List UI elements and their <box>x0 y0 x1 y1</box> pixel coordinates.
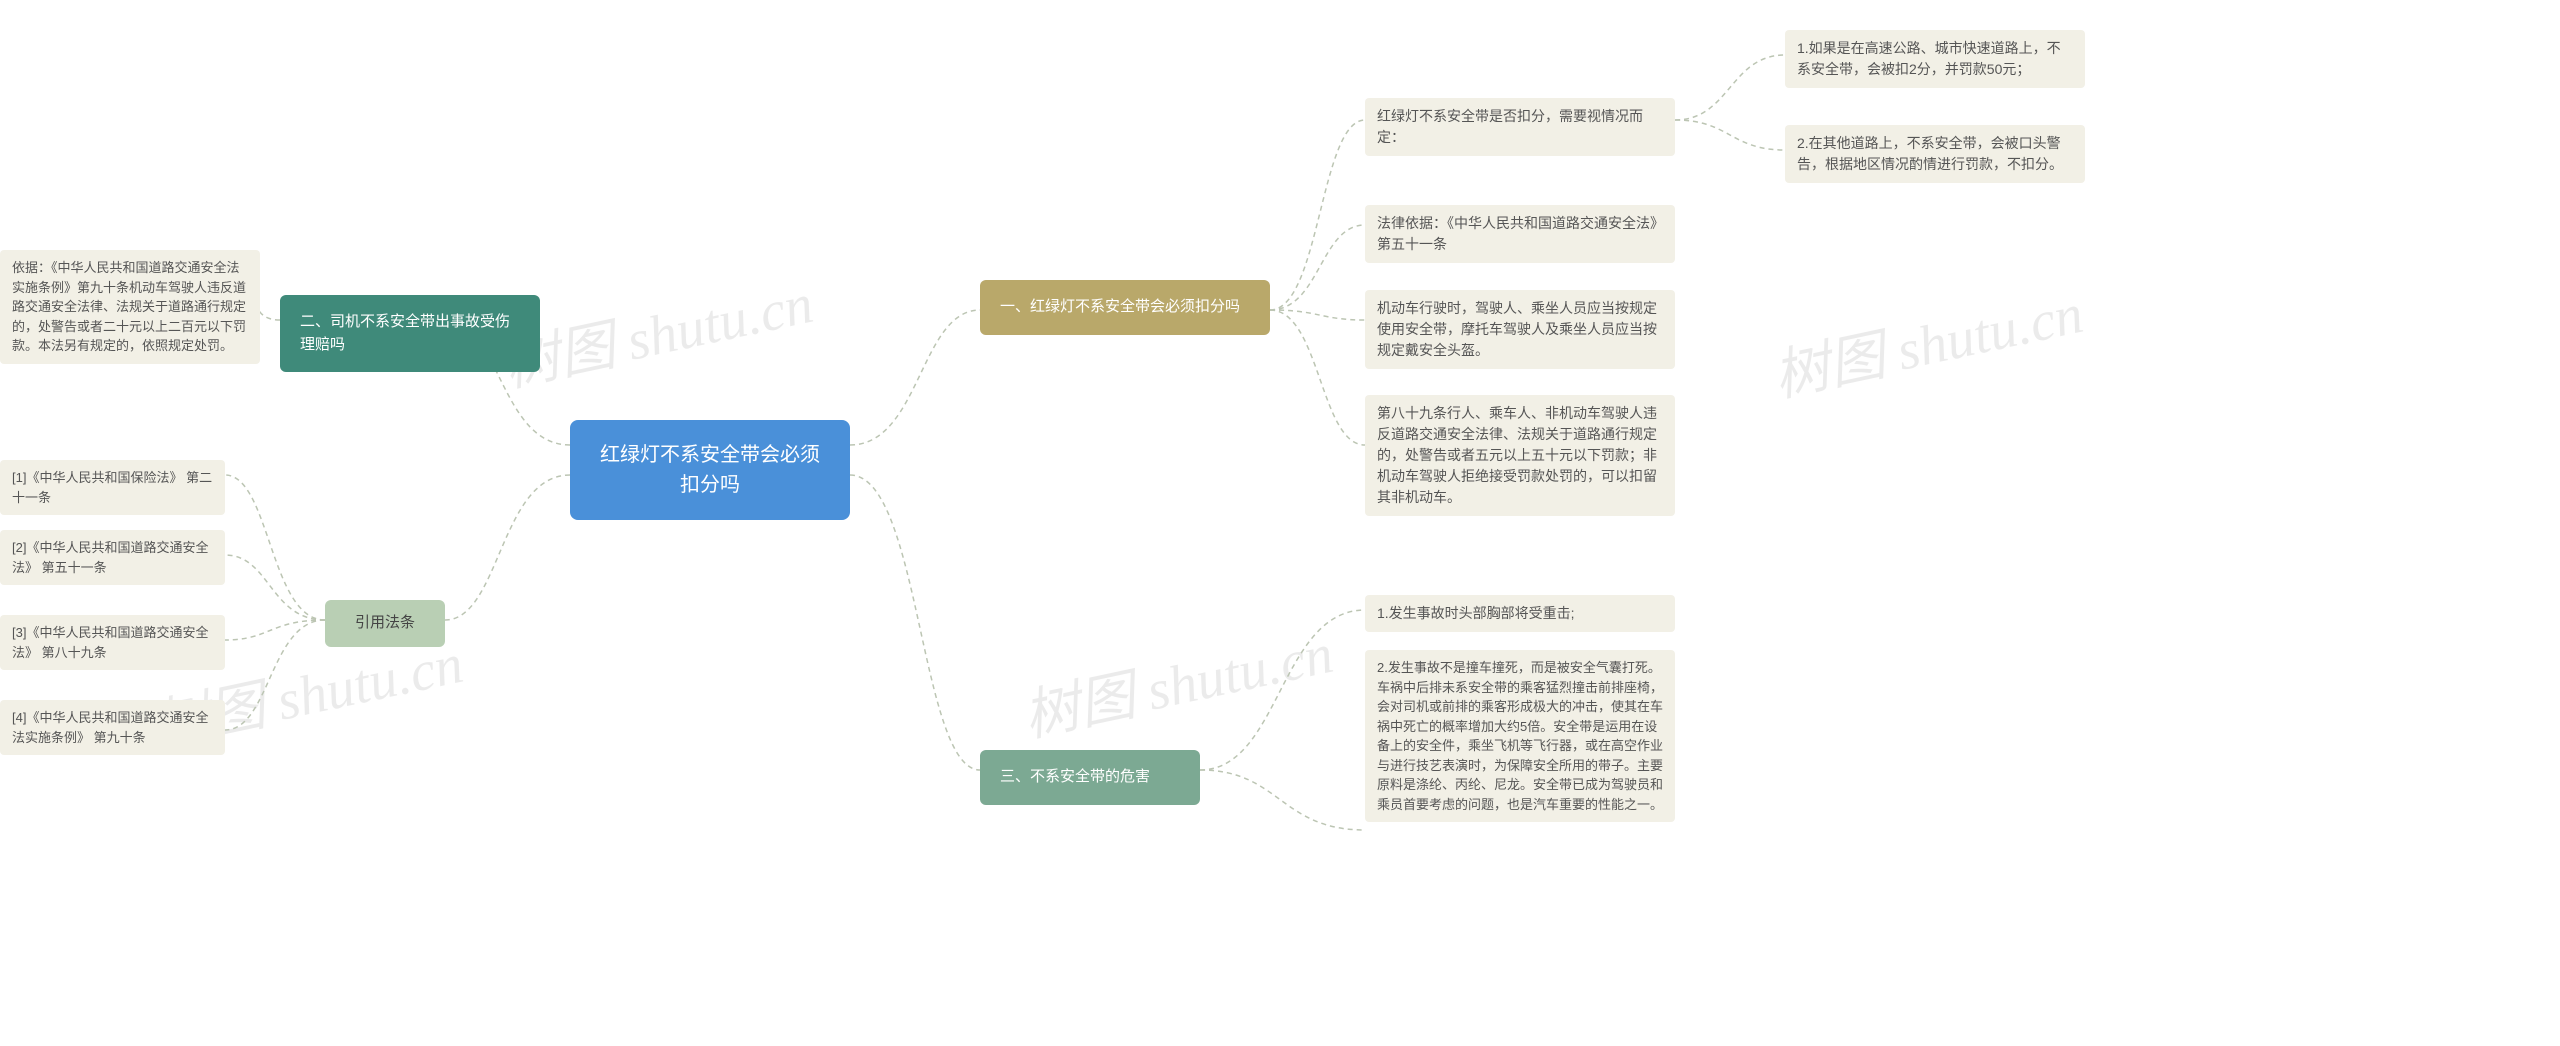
branch-4-child-1: [1]《中华人民共和国保险法》 第二十一条 <box>0 460 225 515</box>
branch-4-child-4: [4]《中华人民共和国道路交通安全法实施条例》 第九十条 <box>0 700 225 755</box>
branch-2-child-2: 2.发生事故不是撞车撞死，而是被安全气囊打死。车祸中后排未系安全带的乘客猛烈撞击… <box>1365 650 1675 822</box>
watermark: 树图 shutu.cn <box>495 258 819 403</box>
branch-1-child-1-leaf-2: 2.在其他道路上，不系安全带，会被口头警告，根据地区情况酌情进行罚款，不扣分。 <box>1785 125 2085 183</box>
branch-4-child-2: [2]《中华人民共和国道路交通安全法》 第五十一条 <box>0 530 225 585</box>
watermark: 树图 shutu.cn <box>1765 268 2089 413</box>
watermark: 树图 shutu.cn <box>1015 608 1339 753</box>
branch-2[interactable]: 三、不系安全带的危害 <box>980 750 1200 805</box>
branch-4-child-3: [3]《中华人民共和国道路交通安全法》 第八十九条 <box>0 615 225 670</box>
connector-b3-child <box>0 0 2560 1046</box>
branch-1-child-4: 第八十九条行人、乘车人、非机动车驾驶人违反道路交通安全法律、法规关于道路通行规定… <box>1365 395 1675 516</box>
branch-1-child-1: 红绿灯不系安全带是否扣分，需要视情况而定： <box>1365 98 1675 156</box>
branch-1[interactable]: 一、红绿灯不系安全带会必须扣分吗 <box>980 280 1270 335</box>
branch-2-child-1: 1.发生事故时头部胸部将受重击; <box>1365 595 1675 632</box>
connector-b3 <box>0 0 2560 1046</box>
branch-1-child-1-leaf-1: 1.如果是在高速公路、城市快速道路上，不系安全带，会被扣2分，并罚款50元； <box>1785 30 2085 88</box>
root-node[interactable]: 红绿灯不系安全带会必须扣分吗 <box>570 420 850 520</box>
branch-1-child-2: 法律依据：《中华人民共和国道路交通安全法》第五十一条 <box>1365 205 1675 263</box>
branch-1-child-3: 机动车行驶时，驾驶人、乘坐人员应当按规定使用安全带，摩托车驾驶人及乘坐人员应当按… <box>1365 290 1675 369</box>
branch-4[interactable]: 引用法条 <box>325 600 445 647</box>
connectors <box>0 0 2560 1046</box>
branch-3[interactable]: 二、司机不系安全带出事故受伤理赔吗 <box>280 295 540 372</box>
branch-3-child-1: 依据：《中华人民共和国道路交通安全法实施条例》第九十条机动车驾驶人违反道路交通安… <box>0 250 260 364</box>
